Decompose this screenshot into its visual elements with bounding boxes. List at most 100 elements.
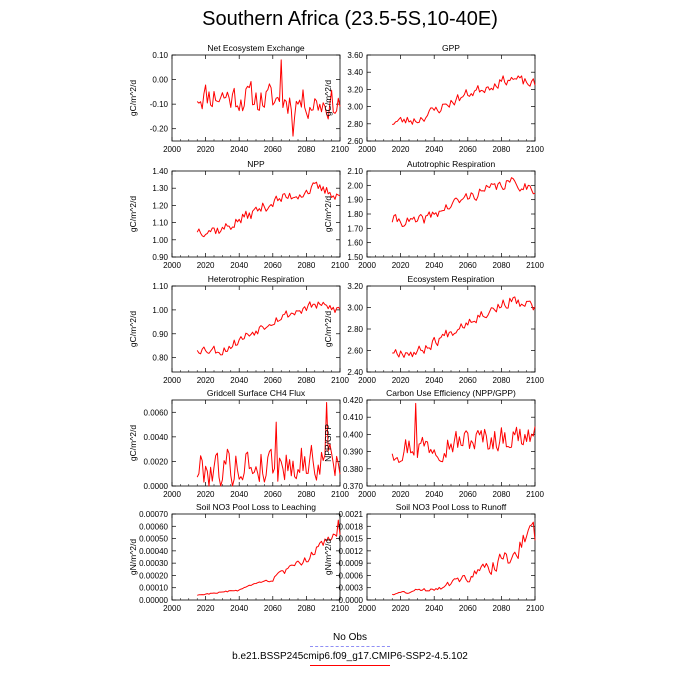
y-tick-label: 2.60 [347, 137, 363, 146]
series-line [392, 75, 536, 125]
y-tick-label: 0.0009 [339, 559, 364, 568]
y-tick-label: 0.00060 [139, 522, 168, 531]
panel-5: Heterotrophic Respiration 1.10 1.00 0.90 0.8… [128, 274, 349, 385]
x-tick-label: 2040 [425, 145, 443, 154]
y-tick-label: 1.70 [347, 224, 363, 233]
panel-title: Net Ecosystem Exchange [207, 43, 305, 53]
y-tick-label: 0.00 [152, 76, 168, 85]
page-title: Southern Africa (23.5-5S,10-40E) [202, 8, 498, 30]
y-tick-label: 1.80 [347, 210, 363, 219]
x-tick-label: 2100 [526, 604, 544, 613]
x-tick-label: 2080 [493, 145, 511, 154]
y-tick-label: 0.00070 [139, 510, 168, 519]
x-tick-label: 2040 [425, 490, 443, 499]
x-tick-label: 2080 [298, 261, 316, 270]
series-line [196, 402, 341, 487]
legend: No Obs b.e21.BSSP245cmip6.f09_g17.CMIP6-… [0, 632, 700, 666]
series-line [391, 402, 536, 463]
x-tick-label: 2020 [392, 145, 410, 154]
legend-label-no-obs: No Obs [333, 632, 367, 643]
y-tick-label: 1.50 [347, 253, 363, 262]
y-tick-label: 3.40 [347, 68, 363, 77]
y-tick-label: 0.90 [152, 330, 168, 339]
panel-title: Ecosystem Respiration [408, 274, 495, 284]
y-axis-label: gN/m^2/d [323, 539, 333, 575]
y-tick-label: 0.00010 [139, 584, 168, 593]
y-tick-label: 1.10 [152, 282, 168, 291]
x-tick-label: 2100 [331, 490, 349, 499]
y-tick-label: 0.10 [152, 51, 168, 60]
x-tick-label: 2000 [163, 490, 181, 499]
legend-label-model: b.e21.BSSP245cmip6.f09_g17.CMIP6-SSP2-4.… [232, 651, 468, 662]
y-tick-label: 1.20 [152, 201, 168, 210]
y-tick-label: 0.400 [343, 430, 364, 439]
panel-8: Carbon Use Efficiency (NPP/GPP) 0.420 0.41… [323, 388, 544, 499]
x-tick-label: 2080 [298, 604, 316, 613]
x-tick-label: 2100 [526, 145, 544, 154]
y-tick-label: 2.00 [347, 181, 363, 190]
x-tick-label: 2000 [358, 604, 376, 613]
y-tick-label: 0.00040 [139, 547, 168, 556]
y-tick-label: 0.0015 [339, 535, 364, 544]
y-tick-label: -0.10 [150, 100, 169, 109]
y-tick-label: 0.0021 [339, 510, 364, 519]
y-tick-label: 1.40 [152, 167, 168, 176]
panel-title: Autotrophic Respiration [407, 159, 496, 169]
y-tick-label: 0.0012 [339, 547, 364, 556]
x-tick-label: 2080 [298, 145, 316, 154]
panel-9: Soil NO3 Pool Loss to Leaching 0.00070 0.0… [128, 502, 349, 613]
x-tick-label: 2060 [264, 145, 282, 154]
y-tick-label: 0.420 [343, 396, 364, 405]
x-tick-label: 2040 [230, 376, 248, 385]
series-line [392, 296, 536, 358]
y-tick-label: 2.40 [347, 368, 363, 377]
series-line [197, 519, 341, 596]
x-tick-label: 2000 [163, 145, 181, 154]
plot-frame [171, 54, 341, 142]
y-axis-label: NPP/GPP [323, 424, 333, 462]
x-tick-label: 2100 [331, 145, 349, 154]
x-tick-label: 2000 [163, 376, 181, 385]
plot-frame [366, 170, 536, 258]
y-tick-label: 3.60 [347, 51, 363, 60]
legend-line-no-obs [310, 646, 390, 647]
panel-title: GPP [442, 43, 460, 53]
x-tick-label: 2060 [459, 261, 477, 270]
panel-title: Gridcell Surface CH4 Flux [207, 388, 306, 398]
panel-4: Autotrophic Respiration 2.10 2.00 1.90 1.80 1… [323, 159, 544, 270]
x-tick-label: 2060 [264, 604, 282, 613]
panel-title: Soil NO3 Pool Loss to Runoff [396, 502, 507, 512]
y-axis-label: gN/m^2/d [128, 539, 138, 575]
series-line [196, 59, 341, 137]
panel-title: Heterotrophic Respiration [208, 274, 305, 284]
x-tick-label: 2080 [298, 376, 316, 385]
y-axis-label: gC/m^2/d [323, 80, 333, 116]
x-tick-label: 2000 [163, 604, 181, 613]
series-line [196, 301, 341, 356]
y-tick-label: 3.00 [347, 103, 363, 112]
series-line [391, 177, 536, 227]
x-tick-label: 2020 [197, 376, 215, 385]
y-tick-label: 3.20 [347, 85, 363, 94]
x-tick-label: 2100 [331, 261, 349, 270]
x-tick-label: 2080 [298, 490, 316, 499]
legend-line-model [310, 665, 390, 666]
y-tick-label: 1.00 [152, 236, 168, 245]
y-axis-label: gC/m^2/d [323, 196, 333, 232]
y-tick-label: 1.60 [347, 239, 363, 248]
plot-frame [366, 399, 536, 487]
y-axis-label: gC/m^2/d [128, 196, 138, 232]
y-tick-label: 0.0000 [144, 482, 169, 491]
y-tick-label: 0.390 [343, 448, 364, 457]
x-tick-label: 2080 [493, 376, 511, 385]
x-tick-label: 2040 [230, 604, 248, 613]
panel-title: Carbon Use Efficiency (NPP/GPP) [386, 388, 516, 398]
series-line [196, 181, 341, 238]
y-tick-label: 1.10 [152, 219, 168, 228]
x-tick-label: 2060 [459, 604, 477, 613]
x-tick-label: 2020 [392, 261, 410, 270]
x-tick-label: 2040 [230, 145, 248, 154]
